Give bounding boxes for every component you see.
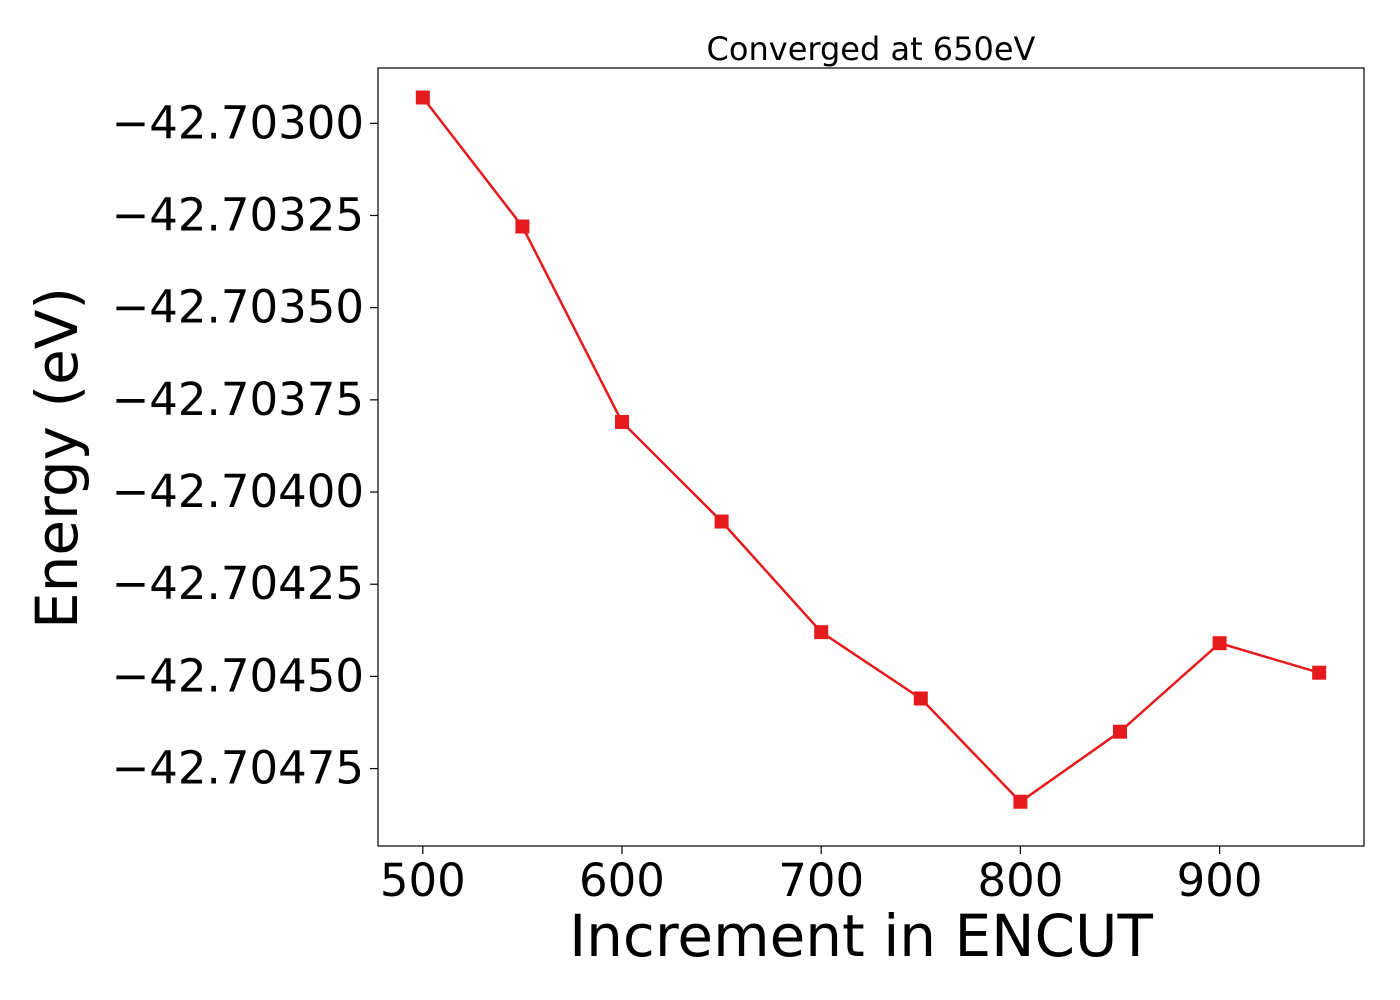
y-tick-label: −42.70350 [112, 281, 364, 334]
data-point [913, 691, 928, 706]
x-tick-label: 700 [778, 854, 864, 907]
y-tick-label: −42.70400 [112, 465, 364, 518]
y-axis-label: Energy (eV) [23, 287, 91, 629]
x-axis-label: Increment in ENCUT [569, 902, 1153, 970]
data-point [415, 90, 430, 105]
data-point [1112, 724, 1127, 739]
x-tick-label: 500 [380, 854, 466, 907]
y-tick-label: −42.70325 [112, 188, 364, 241]
y-tick-label: −42.70425 [112, 557, 364, 610]
x-tick-label: 800 [977, 854, 1063, 907]
data-point [615, 414, 630, 429]
data-point [515, 219, 530, 234]
x-tick-label: 900 [1177, 854, 1263, 907]
data-point [714, 514, 729, 529]
y-tick-label: −42.70475 [112, 742, 364, 795]
series-line [421, 96, 1320, 804]
data-point [814, 625, 829, 640]
data-point [1013, 794, 1028, 809]
chart-title: Converged at 650eV [707, 30, 1036, 68]
x-tick-label: 600 [579, 854, 665, 907]
data-point [1312, 665, 1327, 680]
x-axis-ticks: 500 600 700 800 900 [380, 846, 1263, 907]
axes-frame [377, 67, 1365, 847]
data-point [1212, 636, 1227, 651]
y-tick-label: −42.70300 [112, 96, 364, 149]
plot-area [415, 90, 1327, 809]
y-tick-label: −42.70375 [112, 373, 364, 426]
y-tick-label: −42.70450 [112, 649, 364, 702]
y-axis-ticks: −42.70300 −42.70325 −42.70350 −42.70375 −42.… [112, 96, 378, 795]
